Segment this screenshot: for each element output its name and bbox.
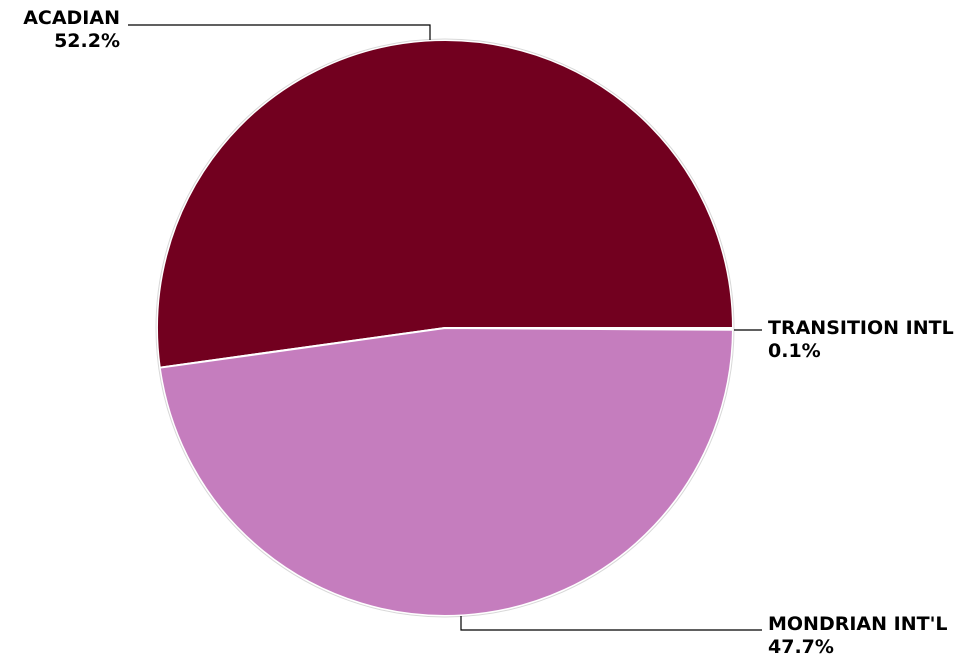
leader-line-acadian — [128, 24, 431, 40]
label-transition-intl: TRANSITION INTL 0.1% — [734, 317, 954, 362]
pie-slice-mondrian-int-l — [158, 327, 734, 617]
labels-layer: ACADIAN 52.2% TRANSITION INTL 0.1% MONDR… — [23, 7, 954, 657]
slice-label-mondrian-intl-value: 47.7% — [768, 636, 834, 657]
slice-label-acadian-name: ACADIAN — [23, 7, 120, 29]
slices-layer — [155, 38, 735, 618]
pie-slice-acadian — [156, 38, 734, 369]
label-acadian: ACADIAN 52.2% — [23, 7, 431, 52]
slice-label-acadian-value: 52.2% — [54, 30, 120, 52]
pie-outline — [155, 38, 735, 618]
slice-label-transition-intl-value: 0.1% — [768, 340, 821, 362]
leader-line-mondrian-intl — [460, 616, 762, 631]
slice-label-transition-intl-name: TRANSITION INTL — [768, 317, 954, 339]
label-mondrian-intl: MONDRIAN INT'L 47.7% — [460, 613, 948, 657]
slice-label-mondrian-intl-name: MONDRIAN INT'L — [768, 613, 948, 635]
